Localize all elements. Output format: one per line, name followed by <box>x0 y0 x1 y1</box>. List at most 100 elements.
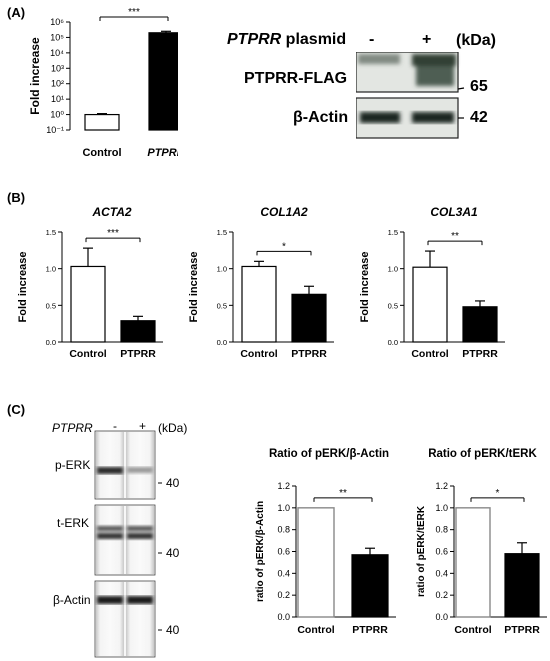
marker-42: 42 <box>470 109 488 126</box>
x-tick-label: PTPRR <box>504 624 540 636</box>
y-tick-label: 1.2 <box>435 481 448 491</box>
y-tick-label: 1.0 <box>217 265 227 274</box>
lane-minus-label: - <box>369 31 375 48</box>
bar-control <box>84 113 120 131</box>
y-tick-label: 10¹ <box>51 94 64 104</box>
y-tick-label: 0.2 <box>277 590 290 600</box>
gene-title-col1a2: COL1A2 <box>260 205 308 219</box>
capillary-label-actin: β-Actin <box>53 593 91 607</box>
x-tick-label: PTPRR <box>352 624 388 636</box>
x-tick-label: PTPRR <box>147 147 178 159</box>
y-tick-label: 0.8 <box>277 525 290 535</box>
y-tick-label: 0.2 <box>435 590 448 600</box>
y-tick-label: 10³ <box>51 63 64 73</box>
chart-b-acta2: 0.0 0.5 1.0 1.5 Fold increase Control PTPRR *** <box>17 228 163 360</box>
significance-stars: * <box>496 488 500 499</box>
y-tick-label: 0.6 <box>435 547 448 557</box>
y-tick-label: 1.5 <box>217 228 227 237</box>
y-axis-label: Fold increase <box>359 252 371 323</box>
y-tick-label: 0.0 <box>277 612 290 622</box>
y-tick-label: 1.5 <box>388 228 398 237</box>
y-tick-label: 10² <box>51 79 64 89</box>
significance-stars: ** <box>451 231 459 242</box>
capillary-gene-text: PTPRR <box>52 421 93 435</box>
y-tick-label: 0.4 <box>277 568 290 578</box>
y-axis-label: ratio of pERK/tERK <box>416 505 427 597</box>
band-label-ptprr-flag: PTPRR-FLAG <box>244 70 348 87</box>
chart-c-perk-actin: 0.0 0.2 0.4 0.6 0.8 1.0 1.2 ratio of pERK/β-Act… <box>255 481 396 636</box>
x-tick-label: Control <box>411 348 448 360</box>
y-tick-label: 1.5 <box>46 228 56 237</box>
y-tick-label: 10⁶ <box>50 17 64 27</box>
significance-stars: * <box>282 241 286 252</box>
bar-ptprr <box>462 306 498 343</box>
y-tick-label: 0.5 <box>46 301 56 310</box>
y-tick-label: 1.0 <box>435 503 448 513</box>
x-tick-label: Control <box>82 147 121 159</box>
bar-ptprr <box>148 32 178 131</box>
blot-image-a <box>356 52 465 139</box>
chart-a-fold-increase: 10⁻¹ 10⁰ 10¹ 10² 10³ 10⁴ 10⁵ 10⁶ Fold increase Co… <box>28 8 178 159</box>
bar-ptprr <box>504 553 540 618</box>
y-tick-label: 0.5 <box>217 301 227 310</box>
chart-title-perk-terk: Ratio of pERK/tERK <box>428 448 537 460</box>
significance-stars: ** <box>339 488 347 499</box>
bar-ptprr <box>291 293 327 343</box>
y-axis-label: ratio of pERK/β-Actin <box>255 501 266 602</box>
plasmid-header: PTPRR plasmid <box>227 31 346 49</box>
band-label-beta-actin: β-Actin <box>293 109 349 126</box>
bar-control <box>241 265 277 343</box>
y-tick-label: 10⁴ <box>50 48 64 58</box>
bar-control <box>455 507 491 618</box>
y-tick-label: 0.0 <box>217 338 227 347</box>
gene-title-col3a1: COL3A1 <box>430 205 478 219</box>
bar-control <box>412 266 448 343</box>
capillary-label-perk: p-ERK <box>55 458 91 472</box>
plasmid-suffix: plasmid <box>281 31 347 48</box>
bar-control <box>70 265 106 343</box>
y-tick-label: 0.5 <box>388 301 398 310</box>
x-tick-label: PTPRR <box>291 348 327 360</box>
kda-label: (kDa) <box>456 32 497 49</box>
y-axis-label: Fold increase <box>188 252 200 323</box>
gene-title-acta2: ACTA2 <box>92 205 132 219</box>
x-tick-label: PTPRR <box>120 348 156 360</box>
capillary-gene-label: PTPRR <box>52 421 93 435</box>
significance-stars: *** <box>128 8 140 18</box>
bar-control <box>297 507 335 618</box>
panel-label-a: (A) <box>7 5 26 20</box>
y-tick-label: 1.0 <box>277 503 290 513</box>
y-axis-label: Fold increase <box>17 252 29 323</box>
chart-title-perk-actin: Ratio of pERK/β-Actin <box>268 448 390 460</box>
marker-65: 65 <box>470 78 488 95</box>
capillary-lane-minus: - <box>113 419 117 433</box>
x-tick-label: Control <box>240 348 277 360</box>
capillary-marker-actin: 40 <box>166 623 180 637</box>
y-tick-label: 0.4 <box>435 568 448 578</box>
capillary-marker-perk: 40 <box>166 476 180 490</box>
y-tick-label: 10⁻¹ <box>46 125 64 135</box>
capillary-label-terk: t-ERK <box>57 516 90 530</box>
y-tick-label: 0.0 <box>46 338 56 347</box>
x-tick-label: Control <box>69 348 106 360</box>
y-tick-label: 1.2 <box>277 481 290 491</box>
y-tick-label: 0.8 <box>435 525 448 535</box>
chart-b-col3a1: 0.0 0.5 1.0 1.5 Fold increase Control PTPRR ** <box>359 228 505 360</box>
x-tick-label: Control <box>454 624 491 636</box>
chart-c-perk-terk: 0.0 0.2 0.4 0.6 0.8 1.0 1.2 ratio of pERK/tERK C… <box>416 481 547 636</box>
y-tick-label: 0.6 <box>277 547 290 557</box>
capillary-blot-image <box>94 430 162 658</box>
capillary-lane-plus: + <box>139 419 147 433</box>
lane-plus-label: + <box>422 31 432 48</box>
y-axis-label: Fold increase <box>28 37 42 115</box>
y-tick-label: 0.0 <box>388 338 398 347</box>
y-tick-label: 10⁰ <box>50 110 64 120</box>
panel-label-b: (B) <box>7 190 26 205</box>
significance-stars: *** <box>107 228 119 239</box>
y-tick-label: 10⁵ <box>50 32 64 42</box>
capillary-marker-terk: 40 <box>166 546 180 560</box>
chart-b-col1a2: 0.0 0.5 1.0 1.5 Fold increase Control PTPRR * <box>188 228 334 360</box>
x-tick-label: Control <box>297 624 334 636</box>
y-tick-label: 0.0 <box>435 612 448 622</box>
y-tick-label: 1.0 <box>46 265 56 274</box>
